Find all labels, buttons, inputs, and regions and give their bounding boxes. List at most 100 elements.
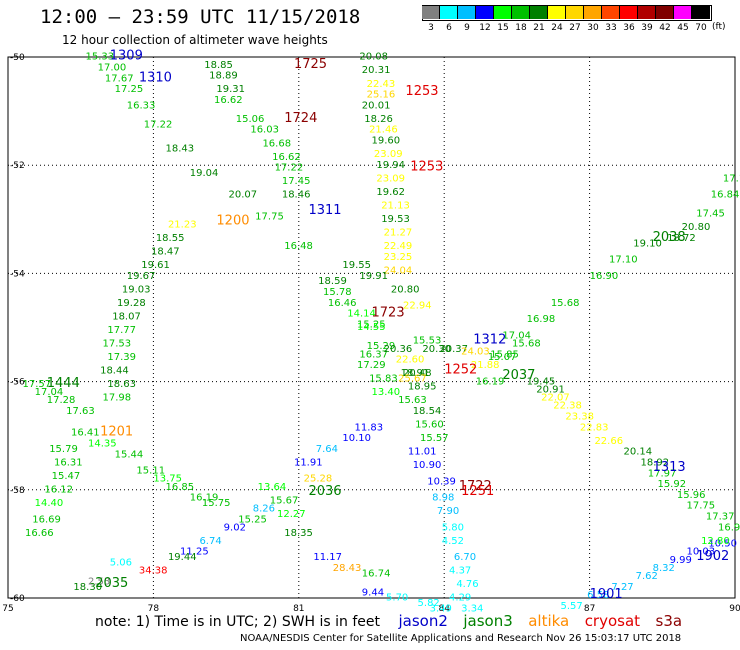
wave-height-point: 15.92: [657, 479, 686, 490]
wave-height-point: 19.53: [381, 214, 410, 225]
wave-height-point: 15.78: [323, 287, 352, 298]
wave-height-point: 16.31: [54, 457, 83, 468]
x-tick-label: 78: [148, 604, 160, 614]
wave-height-point: 11.91: [294, 457, 323, 468]
pass-time-label: 1253: [410, 160, 443, 175]
wave-height-point: 20.30: [422, 344, 451, 355]
pass-time-label: 1902: [696, 549, 729, 564]
wave-height-point: 19.67: [127, 271, 156, 282]
wave-height-point: 15.79: [49, 444, 78, 455]
wave-height-point: 18.89: [209, 71, 238, 82]
colorbar-units: (ft): [712, 22, 726, 32]
wave-height-point: 15.68: [512, 338, 541, 349]
wave-height-point: 18.59: [318, 276, 347, 287]
wave-height-point: 2.53: [88, 576, 110, 587]
colorbar-label: 42: [659, 23, 671, 33]
wave-height-point: 18.63: [107, 379, 136, 390]
colorbar-label: 9: [464, 23, 470, 33]
wave-height-point: 9.02: [224, 522, 246, 533]
colorbar-swatch: [674, 6, 692, 19]
wave-height-point: 19.45: [527, 376, 556, 387]
wave-height-point: 11.17: [313, 552, 342, 563]
colorbar-swatch: [440, 6, 458, 19]
wave-height-point: 17.45: [282, 176, 311, 187]
colorbar-swatch: [548, 6, 566, 19]
y-tick-label: -60: [10, 594, 25, 604]
wave-height-point: 5.70: [386, 593, 408, 604]
wave-height-point: 9.44: [362, 587, 384, 598]
wave-height-point: 17.75: [255, 211, 284, 222]
chart-subtitle: 12 hour collection of altimeter wave hei…: [62, 33, 328, 47]
wave-height-point: 15.29: [367, 341, 396, 352]
wave-height-point: 8.32: [653, 563, 675, 574]
y-tick-label: -58: [10, 486, 25, 496]
pass-time-label: 2035: [95, 576, 128, 591]
wave-height-point: 18.72: [667, 233, 696, 244]
wave-height-point: 19.28: [117, 298, 146, 309]
wave-height-point: 10.03: [687, 547, 716, 558]
wave-height-point: 15.44: [115, 449, 144, 460]
wave-height-point: 21.27: [384, 228, 413, 239]
colorbar-swatch: [656, 6, 674, 19]
pass-time-label: 1310: [139, 70, 172, 85]
wave-height-point: 21.23: [168, 219, 197, 230]
wave-height-point: 21.88: [471, 360, 500, 371]
wave-height-point: 20.07: [229, 190, 258, 201]
wave-height-point: 21.13: [381, 200, 410, 211]
pass-time-label: 1722: [459, 479, 492, 494]
colorbar-swatch: [494, 6, 512, 19]
wave-height-point: 17.98: [103, 393, 132, 404]
wave-height-point: 17.25: [115, 84, 144, 95]
x-tick-label: 84: [438, 604, 450, 614]
wave-height-point: 17.22: [144, 119, 173, 130]
wave-height-point: 15.75: [202, 498, 231, 509]
wave-height-point: 15.25: [357, 320, 386, 331]
wave-height-point: 17.97: [648, 468, 677, 479]
wave-height-point: 14.40: [35, 498, 64, 509]
wave-height-point: 16.62: [214, 95, 243, 106]
wave-height-point: 16.84: [711, 190, 740, 201]
wave-height-point: 10.10: [342, 433, 371, 444]
wave-height-point: 3.49: [430, 604, 452, 615]
wave-height-point: 20.31: [362, 65, 391, 76]
colorbar-swatch: [566, 6, 584, 19]
wave-height-point: 16.62: [272, 152, 301, 163]
wave-height-point: 18.26: [364, 114, 393, 125]
colorbar-label: 27: [569, 23, 581, 33]
wave-height-point: 15.67: [270, 495, 299, 506]
wave-height-point: 11.83: [355, 422, 384, 433]
wave-height-point: 18.35: [284, 528, 313, 539]
wave-height-point: 16.90: [590, 271, 619, 282]
wave-height-point: 16.69: [32, 514, 61, 525]
wave-height-point: 12.27: [277, 509, 306, 520]
wave-height-point: 25.16: [367, 90, 396, 101]
wave-height-point: 20.48: [403, 368, 432, 379]
pass-time-label: 1200: [216, 214, 249, 229]
wave-height-point: 8.26: [253, 503, 275, 514]
wave-height-point: 22.43: [367, 79, 396, 90]
wave-height-point: 28.43: [333, 563, 362, 574]
pass-time-label: 1251: [461, 484, 494, 499]
legend-jason2: jason2: [398, 612, 448, 630]
wave-height-point: 16.03: [250, 125, 279, 136]
colorbar-label: 70: [695, 23, 707, 33]
wave-height-point: 18.07: [112, 311, 141, 322]
wave-height-point: 25.28: [304, 474, 333, 485]
x-tick-label: 87: [584, 604, 595, 614]
wave-height-point: 10.50: [708, 539, 737, 550]
wave-height-point: 17.67: [105, 73, 134, 84]
wave-height-point: 15.53: [413, 336, 442, 347]
wave-height-point: 17.37: [706, 512, 735, 523]
wave-height-point: 20.14: [624, 447, 653, 458]
wave-height-point: 15.63: [398, 395, 427, 406]
wave-height-point: 11.25: [180, 547, 209, 558]
pass-time-label: 1444: [47, 376, 80, 391]
wave-height-point: 6.70: [454, 552, 476, 563]
wave-height-point: 19.10: [633, 238, 662, 249]
wave-height-point: 14.35: [88, 439, 117, 450]
wave-height-point: 24.04: [384, 265, 413, 276]
colorbar-swatch: [512, 6, 530, 19]
wave-height-point: 19.94: [376, 160, 405, 171]
pass-time-label: 2038: [653, 230, 686, 245]
